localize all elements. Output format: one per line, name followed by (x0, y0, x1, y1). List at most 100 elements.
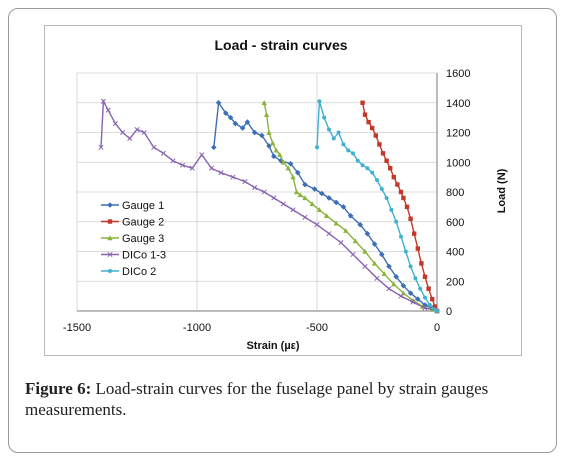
y-tick-label: 200 (446, 276, 464, 288)
x-tick-label: 0 (434, 322, 440, 334)
data-point (384, 195, 389, 200)
y-tick-label: 1600 (446, 68, 470, 80)
data-point (355, 158, 360, 163)
data-point (302, 214, 308, 220)
data-point (357, 221, 363, 228)
y-tick-label: 1200 (446, 128, 470, 140)
data-point (232, 120, 239, 127)
x-tick-label: -1500 (63, 322, 91, 334)
data-point (427, 303, 432, 308)
data-point (435, 309, 439, 313)
y-tick-label: 400 (446, 247, 464, 259)
y-axis-label: Load (N) (496, 168, 508, 213)
data-point (408, 216, 413, 221)
data-point (398, 293, 404, 299)
data-point (290, 207, 296, 213)
data-point (404, 204, 410, 210)
data-point (326, 195, 332, 201)
axes: 0 200 400 600 800 1000 1200 1400 1600 -1500 -1000 -… (63, 68, 471, 334)
legend-marker (107, 235, 113, 241)
data-point (180, 162, 186, 168)
y-tick-label: 800 (446, 187, 464, 199)
data-point (423, 295, 427, 300)
data-point (408, 264, 413, 269)
legend-label: Gauge 3 (122, 233, 164, 245)
data-point (380, 151, 386, 156)
data-point (215, 99, 222, 106)
data-point (393, 273, 399, 280)
data-point (261, 189, 267, 195)
data-point (371, 260, 378, 266)
caption-label: Figure 6: (25, 379, 92, 398)
data-point (295, 169, 301, 176)
data-point (422, 302, 428, 308)
x-tick-label: -1000 (183, 322, 211, 334)
data-point (366, 119, 371, 125)
data-point (112, 121, 118, 127)
data-point (384, 158, 389, 163)
legend: Gauge 1 Gauge 2 Gauge 3 DICo 1-3 DICo 2 (101, 200, 166, 278)
data-point (309, 201, 315, 207)
data-point (340, 204, 347, 210)
data-point (326, 231, 332, 237)
legend-marker (107, 251, 113, 258)
data-point (432, 304, 438, 309)
y-tick-label: 1000 (446, 157, 470, 169)
data-point (379, 251, 385, 258)
data-point (293, 189, 300, 195)
data-point (263, 111, 270, 117)
data-point (343, 227, 349, 233)
data-point (418, 286, 423, 291)
data-point (218, 170, 224, 176)
y-tick-label: 600 (446, 217, 464, 229)
data-point (360, 163, 365, 168)
data-point (230, 174, 236, 180)
data-point (386, 286, 392, 292)
legend-marker (107, 202, 113, 208)
data-point (410, 299, 416, 305)
data-point (426, 286, 431, 291)
data-point (266, 129, 272, 135)
data-point (287, 160, 294, 167)
data-point (223, 110, 229, 116)
data-point (199, 152, 205, 158)
data-point (323, 213, 330, 218)
data-point (422, 274, 428, 279)
data-point (338, 240, 344, 246)
legend-label: Gauge 1 (122, 200, 164, 212)
x-axis-label: Strain (µε) (246, 340, 299, 352)
data-point (278, 157, 284, 164)
data-point (105, 107, 111, 113)
data-point (319, 190, 325, 197)
data-point (371, 241, 378, 247)
data-point (160, 150, 166, 156)
data-point (252, 184, 258, 191)
legend-label: DICo 1-3 (122, 250, 166, 262)
data-point (314, 222, 320, 228)
data-point (244, 119, 251, 125)
legend-label: Gauge 2 (122, 217, 164, 229)
data-point (391, 174, 396, 180)
data-point (333, 220, 339, 226)
data-point (302, 195, 308, 201)
data-point (98, 144, 104, 150)
data-point (362, 248, 368, 254)
data-point (401, 195, 406, 201)
data-point (413, 276, 418, 281)
data-point (350, 251, 356, 258)
data-point (189, 165, 195, 171)
data-point (271, 195, 277, 201)
data-point (394, 219, 399, 224)
legend-marker (107, 219, 113, 224)
data-point (381, 271, 387, 277)
x-tick-label: -500 (306, 322, 328, 334)
data-point (375, 178, 379, 183)
series-dico-2 (315, 99, 439, 313)
data-point (333, 199, 339, 206)
data-point (261, 100, 267, 105)
data-point (317, 99, 322, 104)
data-point (377, 142, 382, 147)
series-group (98, 98, 440, 314)
data-point (362, 263, 368, 269)
